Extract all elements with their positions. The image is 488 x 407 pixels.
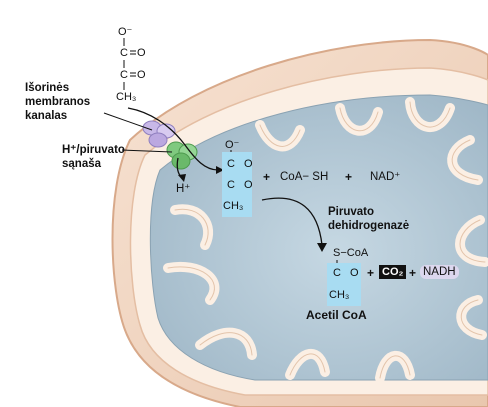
channel-label-line2: membranos: [25, 96, 91, 108]
acetyl-s-coa: S−CoA: [333, 247, 369, 259]
pointer-channel: [103, 112, 153, 131]
plus-3: +: [367, 266, 375, 280]
acetyl-ch3: CH₃: [329, 289, 350, 301]
channel-label-line3: kanalas: [25, 110, 68, 122]
pyruvate-import-arrow: [127, 107, 219, 171]
acetyl-highlight: [327, 263, 361, 306]
pyruvate-transporter: [166, 141, 198, 170]
reaction-arrow: [261, 197, 323, 246]
plus-1: +: [263, 170, 271, 184]
pyr-in-o2: O: [244, 179, 253, 191]
channel-label-line1: Išorinės: [25, 82, 70, 94]
transporter-label-line2: sąnaša: [62, 158, 102, 170]
pyr-out-c1: C: [120, 47, 128, 59]
pyr-in-c1: C: [227, 158, 235, 170]
enzyme-label-line2: dehidrogenazė: [328, 220, 410, 232]
pyr-in-o-minus: O⁻: [225, 139, 240, 151]
nadh-box: NADH: [420, 265, 459, 279]
acetyl-c: C: [333, 267, 341, 279]
pyr-out-ch3: CH₃: [116, 91, 137, 103]
nad-plus: NAD⁺: [370, 171, 401, 183]
pyr-out-o2: O: [137, 69, 146, 81]
pyr-out-c2: C: [120, 69, 128, 81]
acetyl-o: O: [350, 267, 359, 279]
proton: H⁺: [176, 183, 191, 195]
plus-2: +: [345, 170, 353, 184]
coa-sh: CoA− SH: [280, 171, 329, 183]
pyr-out-o-minus: O⁻: [118, 26, 133, 38]
co2-box: CO₂: [379, 265, 407, 279]
outer-membrane-channel: [142, 120, 176, 148]
plus-4: +: [409, 266, 417, 280]
pyr-out-o1: O: [137, 47, 146, 59]
enzyme-label-line1: Piruvato: [328, 206, 375, 218]
transporter-label-line1: H⁺/piruvato: [62, 144, 125, 156]
acetyl-coa-label: Acetil CoA: [306, 308, 367, 322]
pyr-in-c2: C: [227, 179, 235, 191]
pointer-transporter: [121, 149, 173, 153]
pyr-in-highlight: [222, 152, 252, 217]
pyr-in-ch3: CH₃: [223, 200, 244, 212]
pyr-in-o1: O: [244, 158, 253, 170]
